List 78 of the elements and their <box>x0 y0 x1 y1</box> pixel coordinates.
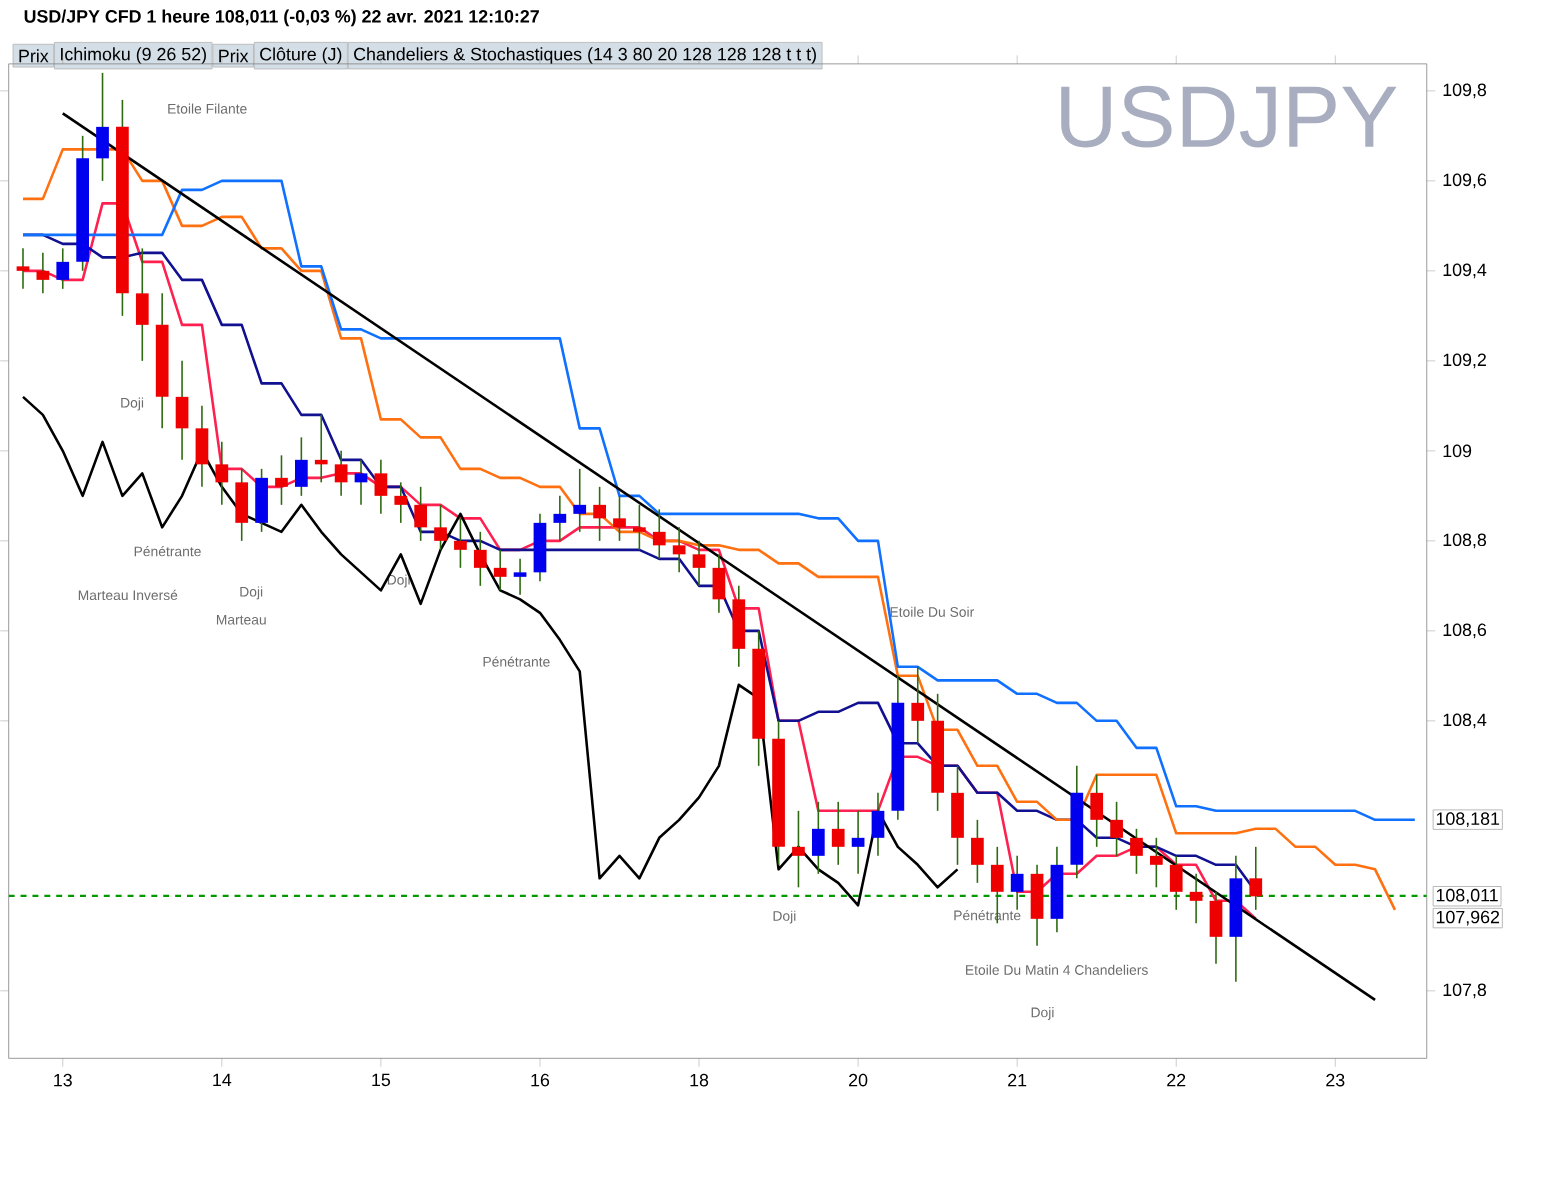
x-tick-label: 16 <box>531 1074 550 1087</box>
candlestick <box>593 486 606 542</box>
y-tick-label: 109,8 <box>1443 83 1487 99</box>
candlestick <box>354 459 368 506</box>
candlestick <box>1249 846 1263 911</box>
candlestick <box>1110 801 1123 857</box>
x-tick-label: 23 <box>1326 1074 1345 1087</box>
chart-subtitle: USDJPY <box>1061 86 1397 148</box>
candlestick <box>911 666 925 745</box>
candlestick <box>36 252 50 295</box>
x-tick-label: 18 <box>690 1074 709 1087</box>
candlestick <box>434 504 447 551</box>
candlestick <box>473 531 487 587</box>
candlestick <box>294 436 308 497</box>
candlestick <box>374 459 388 515</box>
candlestick <box>215 441 229 506</box>
x-tick-label: 21 <box>1008 1074 1027 1087</box>
text: Prix <box>219 49 249 63</box>
candlestick <box>811 801 825 875</box>
candlestick <box>493 549 507 592</box>
text: 108,181 <box>1436 812 1500 828</box>
candlestick <box>275 454 288 506</box>
candlestick <box>56 247 70 290</box>
chart-title: USD/JPY CFD 1 heure 108,011 (-0,03 %) 22 avr. 2021 12:10:27 <box>24 9 539 27</box>
candlestick <box>1010 855 1024 911</box>
candlestick <box>951 765 964 866</box>
candlestick <box>513 558 527 596</box>
candlestick <box>255 468 268 533</box>
y-tick-label: 109,4 <box>1443 263 1487 279</box>
candlestick <box>692 540 706 587</box>
candlestick <box>1030 864 1044 947</box>
candlestick <box>652 508 666 560</box>
candlestick <box>314 414 328 484</box>
candlestick <box>175 360 189 461</box>
y-tick-label: 107,8 <box>1443 983 1487 999</box>
candlestick <box>573 468 587 533</box>
candlestick <box>1189 873 1203 925</box>
y-tick-label: 109,2 <box>1443 353 1486 369</box>
candlestick <box>414 486 428 542</box>
candlestick <box>613 495 626 542</box>
candlestick <box>1209 891 1223 965</box>
candlestick <box>235 468 249 542</box>
text: 108,011 <box>1436 889 1498 904</box>
candlestick <box>334 450 348 497</box>
candlestick <box>454 517 467 569</box>
candlestick <box>96 72 109 182</box>
candlestick <box>672 526 686 574</box>
annotation: Clôture (J) <box>260 47 342 65</box>
candlestick <box>195 405 209 488</box>
x-tick-label: 20 <box>849 1074 868 1087</box>
y-tick-label: 109,6 <box>1443 173 1487 189</box>
candlestick <box>1130 828 1143 875</box>
candlestick <box>712 553 726 614</box>
x-tick-label: 13 <box>54 1074 72 1087</box>
annotation: Ichimoku (9 26 52) <box>61 47 206 65</box>
candlestick <box>831 801 845 866</box>
candlestick <box>135 247 149 362</box>
y-tick-label: 108,8 <box>1443 533 1487 549</box>
candlestick <box>553 495 567 542</box>
candlestick <box>1169 855 1183 911</box>
candlestick <box>1149 837 1163 889</box>
x-tick-label: 15 <box>372 1074 391 1087</box>
candlestick <box>633 504 646 551</box>
candlestick <box>394 481 408 524</box>
candlestick <box>971 819 984 884</box>
candlestick <box>1090 774 1104 848</box>
candlestick <box>851 810 865 875</box>
y-tick-label: 108,4 <box>1443 713 1487 729</box>
y-tick-label: 109 <box>1443 444 1472 458</box>
candlestick <box>16 247 30 290</box>
candlestick <box>792 810 805 889</box>
x-tick-label: 22 <box>1167 1074 1186 1087</box>
y-tick-label: 108,6 <box>1443 623 1487 639</box>
text: Prix <box>19 49 49 63</box>
annotation: Chandeliers & Stochastiques (14 3 80 20 128 128 128 t t t) <box>354 47 816 65</box>
text: 107,962 <box>1436 911 1500 926</box>
candlestick <box>871 792 885 857</box>
x-tick-label: 14 <box>213 1074 232 1087</box>
